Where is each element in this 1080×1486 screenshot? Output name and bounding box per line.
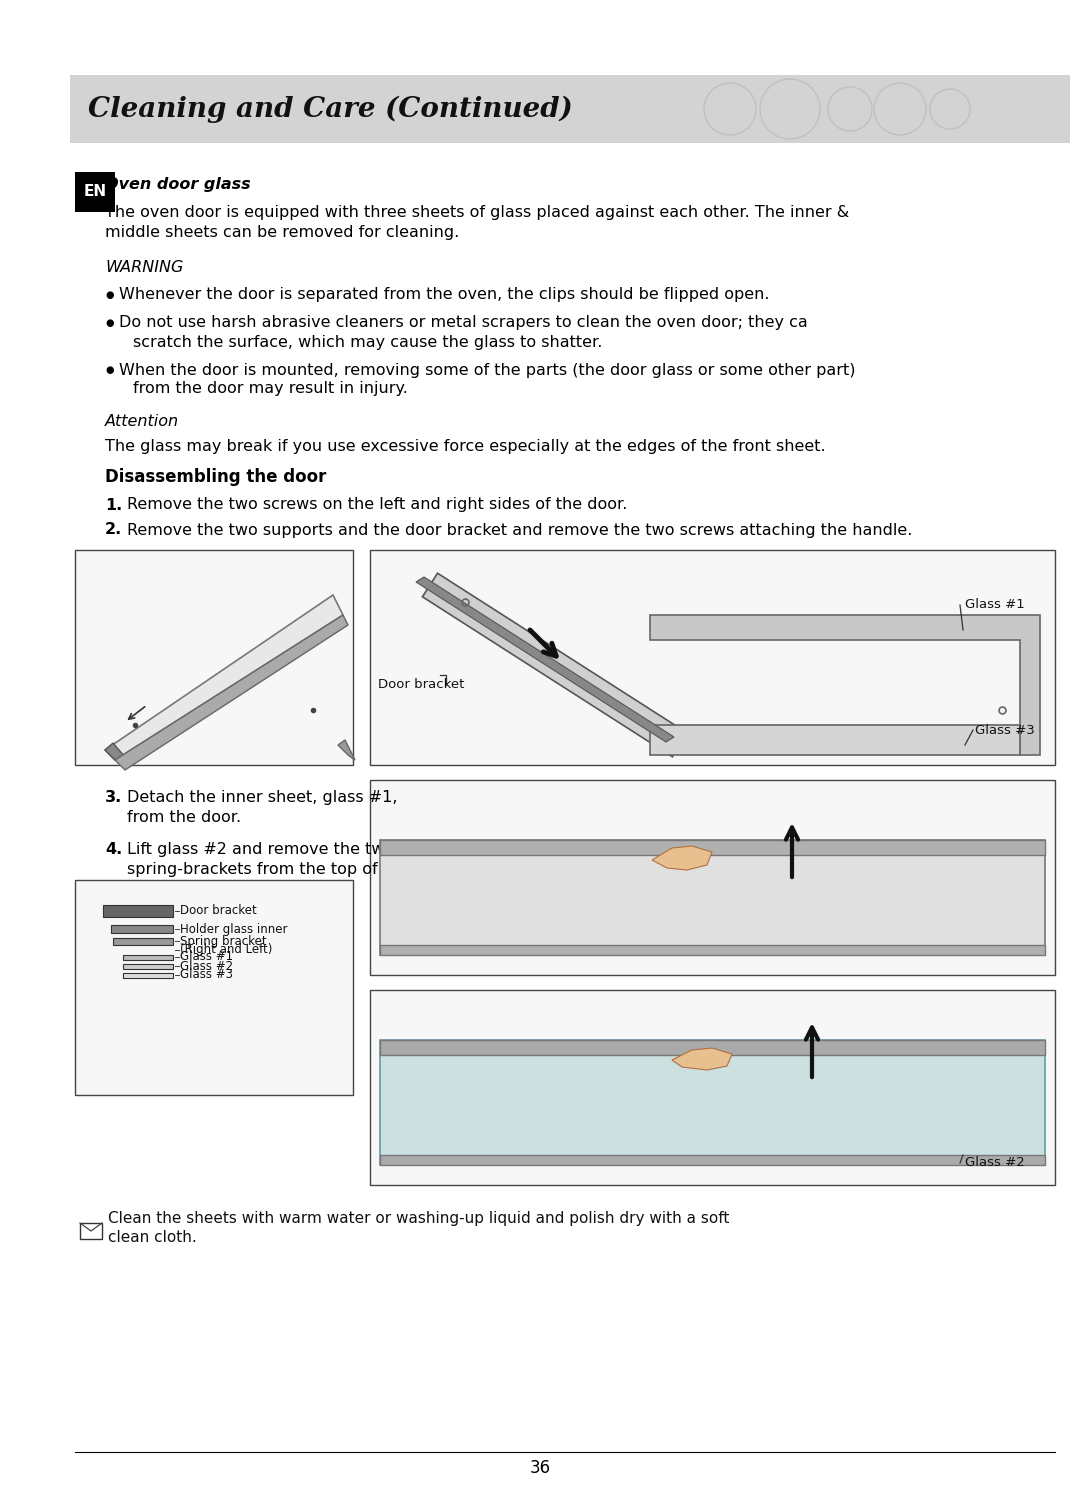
Text: Glass #2: Glass #2 xyxy=(180,960,233,972)
FancyBboxPatch shape xyxy=(370,990,1055,1184)
Text: scratch the surface, which may cause the glass to shatter.: scratch the surface, which may cause the… xyxy=(133,334,603,349)
Text: 2.: 2. xyxy=(105,523,122,538)
FancyBboxPatch shape xyxy=(123,955,173,960)
Polygon shape xyxy=(105,594,343,759)
Text: The glass may break if you use excessive force especially at the edges of the fr: The glass may break if you use excessive… xyxy=(105,440,825,455)
Text: (Right and Left): (Right and Left) xyxy=(180,944,272,957)
Text: Attention: Attention xyxy=(105,415,179,429)
Polygon shape xyxy=(652,846,712,869)
Polygon shape xyxy=(650,725,1020,755)
Polygon shape xyxy=(338,740,355,759)
Text: from the door may result in injury.: from the door may result in injury. xyxy=(133,382,408,397)
Text: 4.: 4. xyxy=(105,843,122,857)
FancyBboxPatch shape xyxy=(111,924,173,933)
Text: Disassembling the door: Disassembling the door xyxy=(105,468,326,486)
Text: Oven door glass: Oven door glass xyxy=(105,177,251,193)
Text: Lift glass #2 and remove the two: Lift glass #2 and remove the two xyxy=(127,843,394,857)
Polygon shape xyxy=(422,574,688,756)
Text: EN: EN xyxy=(83,184,107,199)
FancyBboxPatch shape xyxy=(70,74,1070,143)
FancyBboxPatch shape xyxy=(80,1223,102,1239)
Text: Glass #1: Glass #1 xyxy=(180,951,233,963)
Text: Holder glass inner: Holder glass inner xyxy=(180,923,287,936)
FancyBboxPatch shape xyxy=(123,973,173,978)
Text: middle sheets can be removed for cleaning.: middle sheets can be removed for cleanin… xyxy=(105,224,459,239)
Text: ●: ● xyxy=(105,366,113,374)
FancyBboxPatch shape xyxy=(75,880,353,1095)
Polygon shape xyxy=(380,1040,1045,1165)
FancyBboxPatch shape xyxy=(113,938,173,945)
Text: Remove the two supports and the door bracket and remove the two screws attaching: Remove the two supports and the door bra… xyxy=(127,523,913,538)
Text: 3.: 3. xyxy=(105,791,122,805)
Text: ●: ● xyxy=(105,290,113,300)
Text: from the door.: from the door. xyxy=(127,810,241,825)
Polygon shape xyxy=(380,840,1045,854)
Polygon shape xyxy=(416,577,674,742)
Text: Do not use harsh abrasive cleaners or metal scrapers to clean the oven door; the: Do not use harsh abrasive cleaners or me… xyxy=(119,315,808,330)
Text: Clean the sheets with warm water or washing-up liquid and polish dry with a soft: Clean the sheets with warm water or wash… xyxy=(108,1211,729,1226)
Text: Spring bracket: Spring bracket xyxy=(180,935,267,948)
Polygon shape xyxy=(650,615,1040,755)
Polygon shape xyxy=(672,1048,732,1070)
Polygon shape xyxy=(380,945,1045,955)
Text: ●: ● xyxy=(105,318,113,328)
Text: spring-brackets from the top of the sheet.: spring-brackets from the top of the shee… xyxy=(127,862,464,877)
Polygon shape xyxy=(105,743,125,759)
Text: WARNING: WARNING xyxy=(105,260,184,275)
Text: Door bracket: Door bracket xyxy=(378,679,464,691)
FancyBboxPatch shape xyxy=(370,780,1055,975)
Polygon shape xyxy=(380,1155,1045,1165)
Text: Glass #2: Glass #2 xyxy=(966,1156,1025,1169)
Text: Cleaning and Care (Continued): Cleaning and Care (Continued) xyxy=(87,95,572,123)
Text: Whenever the door is separated from the oven, the clips should be flipped open.: Whenever the door is separated from the … xyxy=(119,287,769,303)
Polygon shape xyxy=(380,840,1045,955)
Text: Glass #3: Glass #3 xyxy=(975,724,1035,737)
Text: 1.: 1. xyxy=(105,498,122,513)
Text: Glass #3: Glass #3 xyxy=(180,969,233,981)
Text: clean cloth.: clean cloth. xyxy=(108,1229,197,1244)
Text: Glass #1: Glass #1 xyxy=(966,599,1025,612)
Text: Detach the inner sheet, glass #1,: Detach the inner sheet, glass #1, xyxy=(127,791,397,805)
FancyBboxPatch shape xyxy=(75,550,353,765)
Polygon shape xyxy=(380,1040,1045,1055)
Text: When the door is mounted, removing some of the parts (the door glass or some oth: When the door is mounted, removing some … xyxy=(119,363,855,377)
FancyBboxPatch shape xyxy=(370,550,1055,765)
FancyBboxPatch shape xyxy=(123,964,173,969)
Text: 36: 36 xyxy=(529,1459,551,1477)
Text: Door bracket: Door bracket xyxy=(180,905,257,917)
Text: The oven door is equipped with three sheets of glass placed against each other. : The oven door is equipped with three she… xyxy=(105,205,849,220)
FancyBboxPatch shape xyxy=(75,172,114,212)
FancyBboxPatch shape xyxy=(103,905,173,917)
Polygon shape xyxy=(114,615,348,770)
Text: Remove the two screws on the left and right sides of the door.: Remove the two screws on the left and ri… xyxy=(127,498,627,513)
